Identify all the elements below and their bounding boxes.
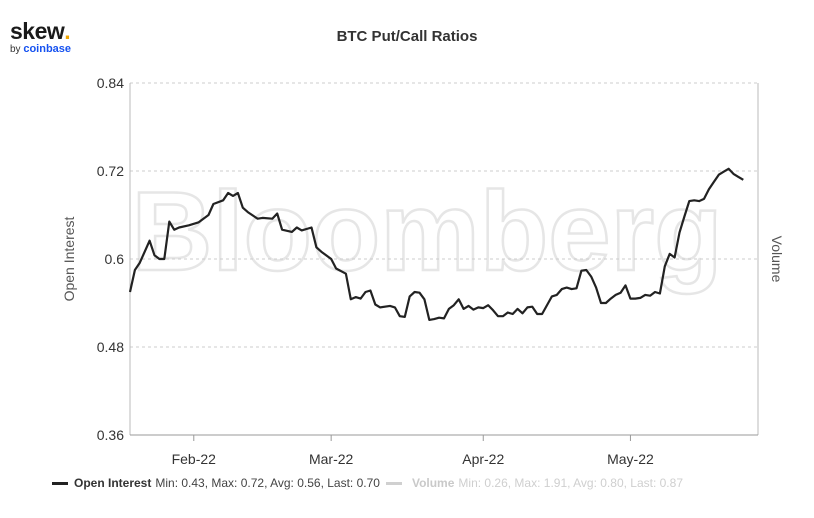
y-axis-label: Open Interest (61, 216, 77, 301)
legend-stats-volume: Min: 0.26, Max: 1.91, Avg: 0.80, Last: 0… (458, 476, 683, 490)
watermark-text: Bloomberg (131, 169, 722, 294)
y-tick-label: 0.36 (97, 427, 124, 443)
legend: Open Interest Min: 0.43, Max: 0.72, Avg:… (52, 476, 683, 490)
logo-word: skew (10, 18, 65, 44)
y-tick-label: 0.84 (97, 75, 124, 91)
legend-name-volume[interactable]: Volume (411, 476, 455, 490)
axes (129, 83, 759, 436)
x-tick-labels: Feb-22 Mar-22 Apr-22 May-22 (172, 435, 654, 467)
x-tick-label: Feb-22 (172, 451, 217, 467)
legend-swatch-open-interest (52, 481, 68, 485)
y-tick-label: 0.72 (97, 163, 124, 179)
legend-name-open-interest[interactable]: Open Interest (74, 476, 152, 490)
x-tick-label: Mar-22 (309, 451, 354, 467)
legend-stats-open-interest: Min: 0.43, Max: 0.72, Avg: 0.56, Last: 0… (155, 476, 380, 490)
y-tick-label: 0.6 (105, 251, 125, 267)
grid-lines (130, 82, 758, 348)
chart-title: BTC Put/Call Ratios (336, 28, 478, 45)
legend-swatch-volume (385, 481, 402, 485)
x-tick-label: May-22 (607, 451, 654, 467)
logo-subtitle: by coinbase (10, 44, 71, 55)
logo-by: by (10, 44, 21, 55)
logo-dot: . (64, 18, 71, 44)
logo-brand: coinbase (23, 43, 72, 55)
series-line-open-interest (128, 167, 744, 321)
skew-logo: skew. by coinbase (10, 20, 71, 55)
y2-axis-label: Volume (769, 236, 785, 283)
y-tick-labels: 0.84 0.72 0.6 0.48 0.36 (97, 75, 124, 443)
x-tick-label: Apr-22 (462, 451, 504, 467)
y-tick-label: 0.48 (97, 339, 124, 355)
